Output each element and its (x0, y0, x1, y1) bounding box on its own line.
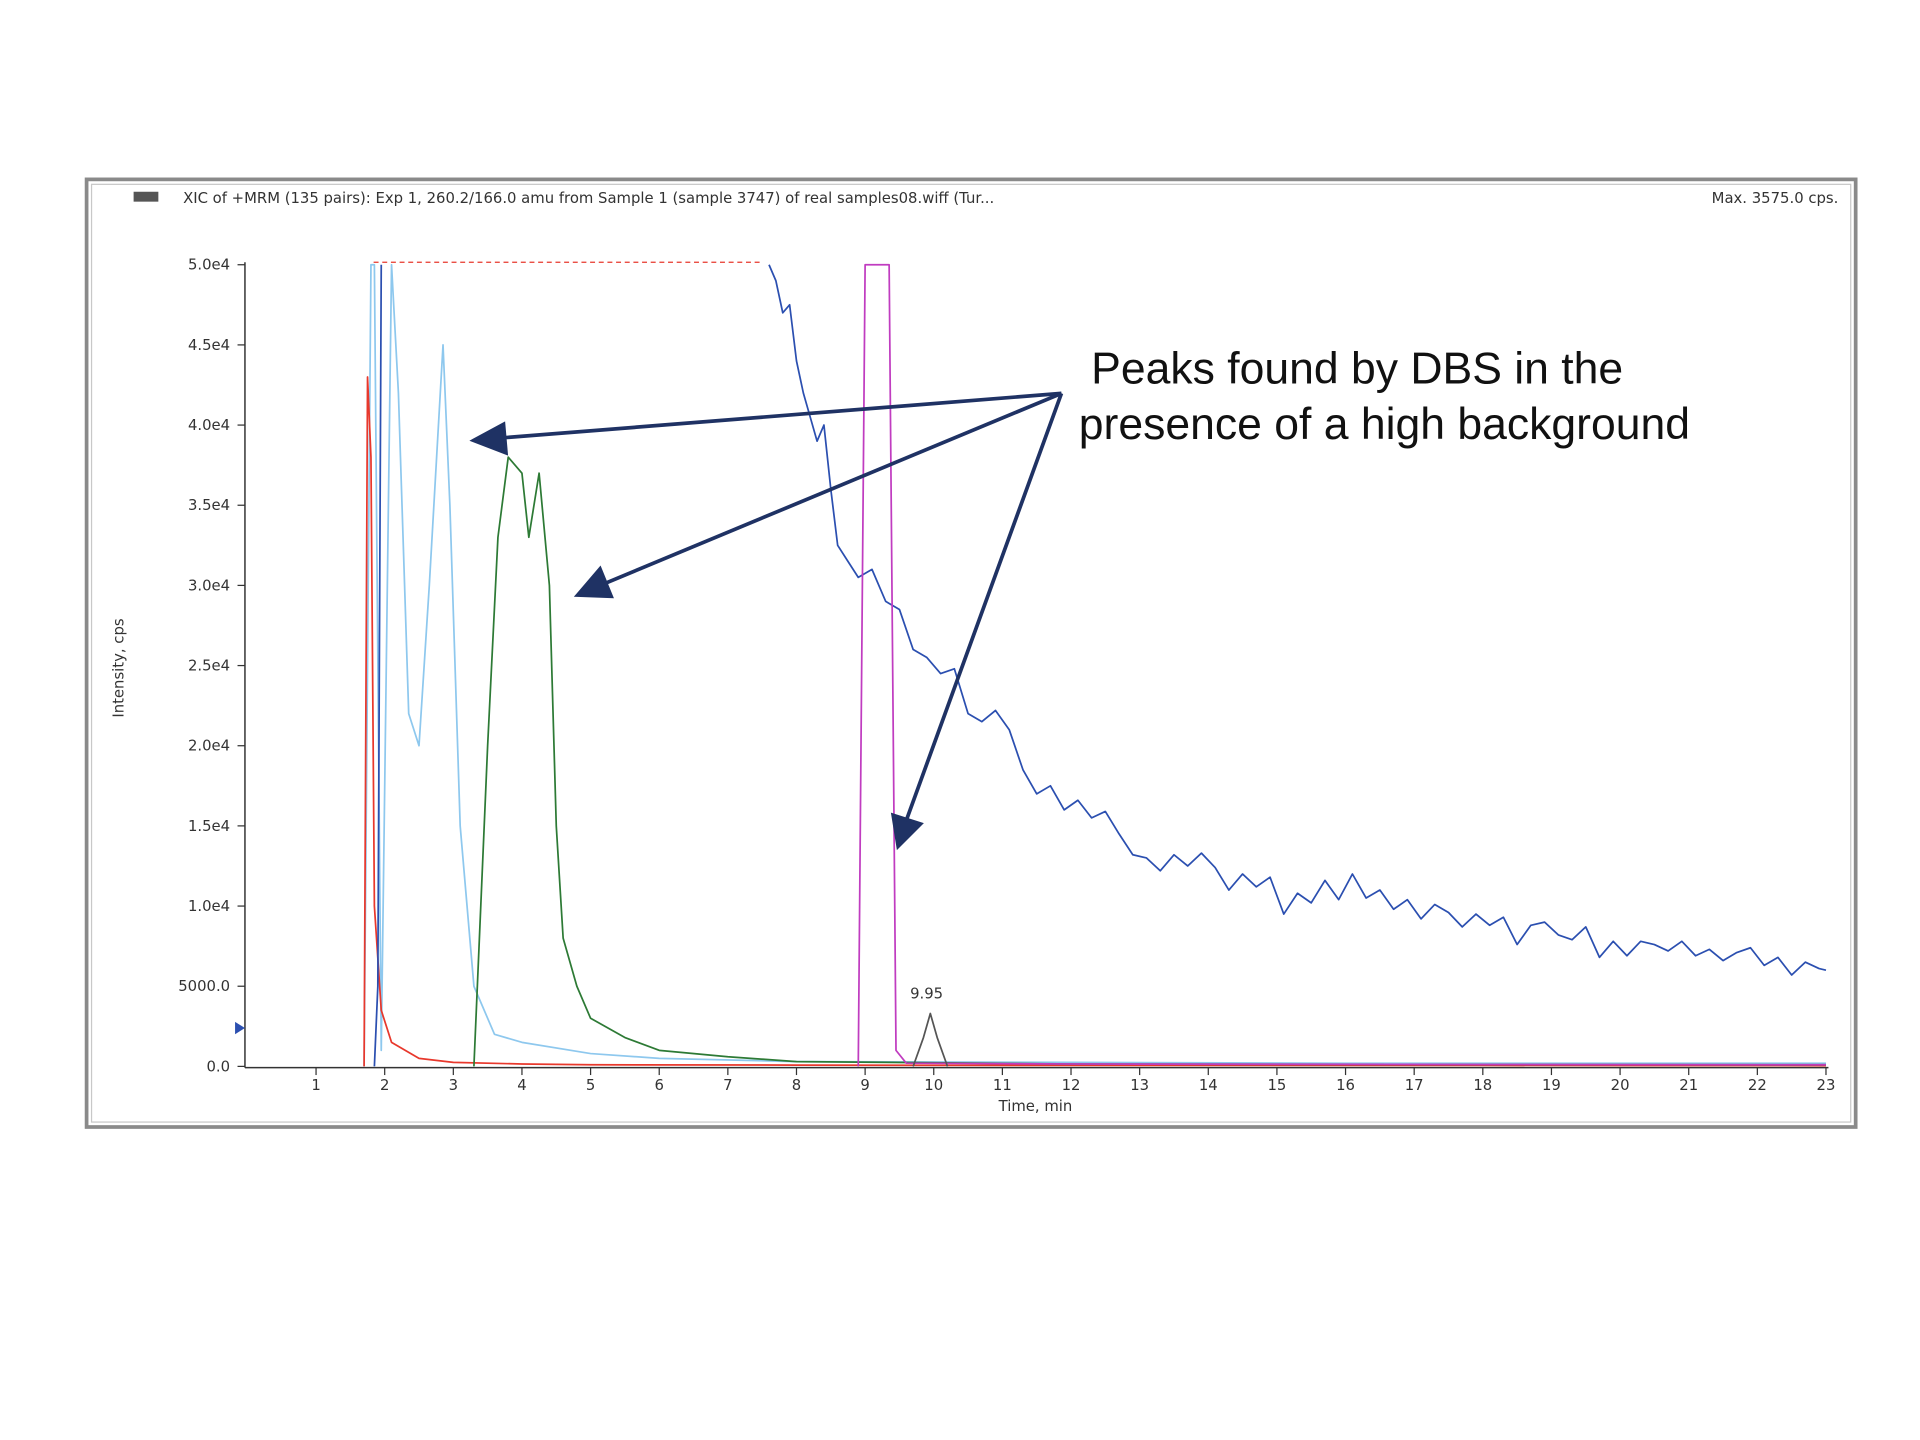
y-tick-label: 2.5e4 (188, 658, 230, 675)
x-tick-label: 19 (1542, 1077, 1561, 1094)
window-icon (133, 191, 159, 202)
window-frame (84, 177, 1858, 1129)
callout-arrows (469, 391, 1064, 851)
y-tick-label: 4.5e4 (188, 337, 230, 354)
x-tick-label: 3 (449, 1077, 458, 1094)
y-tick-label: 3.0e4 (188, 577, 230, 594)
y-tick-label: 1.5e4 (188, 818, 230, 835)
x-tick-label: 5 (586, 1077, 595, 1094)
x-tick-label: 11 (993, 1077, 1012, 1094)
x-tick-label: 16 (1336, 1077, 1355, 1094)
x-tick-label: 15 (1267, 1077, 1286, 1094)
series-line (857, 263, 1826, 1067)
y-tick-label: 3.5e4 (188, 497, 230, 514)
arrow-line (602, 391, 1063, 586)
peak-label: 9.95 (910, 986, 943, 1003)
x-tick-label: 7 (723, 1077, 732, 1094)
x-tick-label: 22 (1748, 1077, 1767, 1094)
x-tick-label: 17 (1405, 1077, 1424, 1094)
plot-area (363, 263, 1827, 1067)
chart-subtitle: Max. 3575.0 cps. (1712, 190, 1839, 207)
x-tick-label: 14 (1199, 1077, 1218, 1094)
y-tick-label: 5000.0 (178, 978, 230, 995)
x-tick-label: 18 (1473, 1077, 1492, 1094)
y-tick-label: 5.0e4 (188, 257, 230, 274)
x-tick-label: 1 (311, 1077, 320, 1094)
x-tick-label: 12 (1062, 1077, 1081, 1094)
series-line (373, 264, 1827, 1067)
arrow-line (905, 392, 1064, 820)
x-tick-label: 20 (1611, 1077, 1630, 1094)
callout-text: Peaks found by DBS in the (1091, 345, 1623, 394)
window-inner-frame (90, 183, 1852, 1123)
axis-marker (235, 1021, 245, 1035)
series-line (473, 456, 1826, 1067)
y-tick-label: 2.0e4 (188, 738, 230, 755)
x-axis-title: Time, min (998, 1098, 1073, 1115)
x-tick-label: 9 (860, 1077, 869, 1094)
series-line (363, 376, 1826, 1067)
arrow-head (573, 565, 614, 599)
y-tick-label: 4.0e4 (188, 417, 230, 434)
chart-title: XIC of +MRM (135 pairs): Exp 1, 260.2/16… (183, 190, 994, 207)
callout-text: presence of a high background (1079, 400, 1690, 449)
x-tick-label: 23 (1817, 1077, 1836, 1094)
x-tick-label: 21 (1679, 1077, 1698, 1094)
x-tick-label: 10 (924, 1077, 943, 1094)
x-tick-label: 13 (1130, 1077, 1149, 1094)
x-tick-label: 2 (380, 1077, 389, 1094)
series-line (912, 1012, 949, 1067)
y-tick-label: 0.0 (207, 1058, 231, 1075)
arrow-line (500, 391, 1062, 440)
y-axis-title: Intensity, cps (111, 618, 128, 717)
x-tick-label: 6 (655, 1077, 664, 1094)
x-tick-label: 8 (792, 1077, 801, 1094)
x-tick-label: 4 (517, 1077, 526, 1094)
y-tick-label: 1.0e4 (188, 898, 230, 915)
arrow-head (469, 421, 509, 456)
arrow-head (890, 812, 924, 851)
